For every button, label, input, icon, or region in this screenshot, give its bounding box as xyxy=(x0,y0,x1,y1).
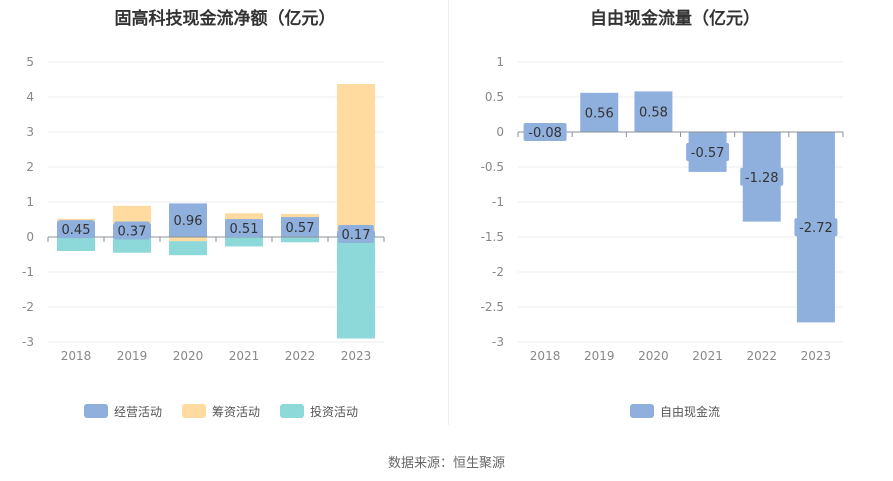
data-label: 0.96 xyxy=(174,214,203,229)
legend-label: 自由现金流 xyxy=(660,404,720,419)
data-label: 0.37 xyxy=(118,225,147,240)
legend-label: 经营活动 xyxy=(114,405,162,419)
data-label: 0.51 xyxy=(230,222,259,237)
y-tick-label: -2.5 xyxy=(481,300,504,314)
data-label: -1.28 xyxy=(745,171,779,186)
data-label: -0.08 xyxy=(528,126,562,141)
y-tick-label: -2 xyxy=(492,265,504,279)
y-tick-label: -0.5 xyxy=(481,160,504,174)
legend-swatch xyxy=(182,404,206,418)
x-tick-label: 2021 xyxy=(229,349,260,363)
data-label-bg xyxy=(282,218,318,237)
data-label-bg xyxy=(338,225,374,244)
x-tick-label: 2022 xyxy=(285,349,316,363)
x-tick-label: 2018 xyxy=(530,349,561,363)
y-tick-label: 2 xyxy=(26,160,34,174)
bar-investing-2018 xyxy=(57,237,95,251)
data-source: 数据来源：恒生聚源 xyxy=(387,456,505,471)
y-tick-label: 0 xyxy=(26,230,34,244)
data-label-bg xyxy=(170,211,206,230)
y-tick-label: 4 xyxy=(26,90,34,104)
data-label: 0.57 xyxy=(286,221,315,236)
bar-financing-2022 xyxy=(281,213,319,218)
panel-divider xyxy=(448,0,449,425)
y-tick-label: 5 xyxy=(26,55,34,69)
data-label: 0.17 xyxy=(342,228,371,243)
bar-investing-2019 xyxy=(113,237,151,253)
legend-swatch xyxy=(630,404,654,418)
data-label: 0.58 xyxy=(639,106,668,121)
y-tick-label: -1 xyxy=(492,195,504,209)
y-tick-label: 0.5 xyxy=(485,90,504,104)
x-tick-label: 2019 xyxy=(584,349,615,363)
legend-swatch xyxy=(84,404,108,418)
y-tick-label: -3 xyxy=(22,335,34,349)
data-label-bg xyxy=(686,142,730,161)
legend-swatch xyxy=(280,404,304,418)
x-tick-label: 2021 xyxy=(692,349,723,363)
y-tick-label: -1.5 xyxy=(481,230,504,244)
x-tick-label: 2020 xyxy=(638,349,669,363)
data-label-bg xyxy=(114,221,150,240)
bar-financing-2019 xyxy=(113,205,151,225)
data-label-bg xyxy=(635,102,672,121)
data-label-bg xyxy=(794,218,838,237)
chart-title-free-cashflow: 自由现金流量（亿元） xyxy=(590,9,760,29)
bar-investing-2020 xyxy=(169,241,207,256)
x-tick-label: 2018 xyxy=(61,349,92,363)
x-tick-label: 2019 xyxy=(117,349,148,363)
x-tick-label: 2023 xyxy=(801,349,832,363)
y-tick-label: 1 xyxy=(496,55,504,69)
data-label-bg xyxy=(523,123,567,141)
y-tick-label: -1 xyxy=(22,265,34,279)
y-tick-label: 3 xyxy=(26,125,34,139)
y-tick-label: 0 xyxy=(496,125,504,139)
y-tick-label: -3 xyxy=(492,335,504,349)
x-tick-label: 2020 xyxy=(173,349,204,363)
legend-label: 筹资活动 xyxy=(212,405,260,419)
bar-financing-2020 xyxy=(169,237,207,242)
y-tick-label: 1 xyxy=(26,195,34,209)
bar-investing-2023 xyxy=(337,237,375,339)
data-label-bg xyxy=(740,167,784,186)
x-tick-label: 2022 xyxy=(746,349,777,363)
bar-investing-2022 xyxy=(281,237,319,243)
bar-financing-2021 xyxy=(225,213,263,220)
bar-financing-2023 xyxy=(337,84,375,232)
bar-financing-2018 xyxy=(57,218,95,222)
bar-investing-2021 xyxy=(225,237,263,247)
y-tick-label: -2 xyxy=(22,300,34,314)
data-label-bg xyxy=(226,219,262,238)
legend-label: 投资活动 xyxy=(310,404,358,419)
data-label: 0.56 xyxy=(585,106,614,121)
data-label: -0.57 xyxy=(691,146,725,161)
chart-title-cashflow: 固高科技现金流净额（亿元） xyxy=(114,9,336,29)
data-label: -2.72 xyxy=(799,221,833,236)
data-label-bg xyxy=(58,220,94,239)
data-label-bg xyxy=(581,103,618,122)
x-tick-label: 2023 xyxy=(341,349,372,363)
data-label: 0.45 xyxy=(62,223,91,238)
